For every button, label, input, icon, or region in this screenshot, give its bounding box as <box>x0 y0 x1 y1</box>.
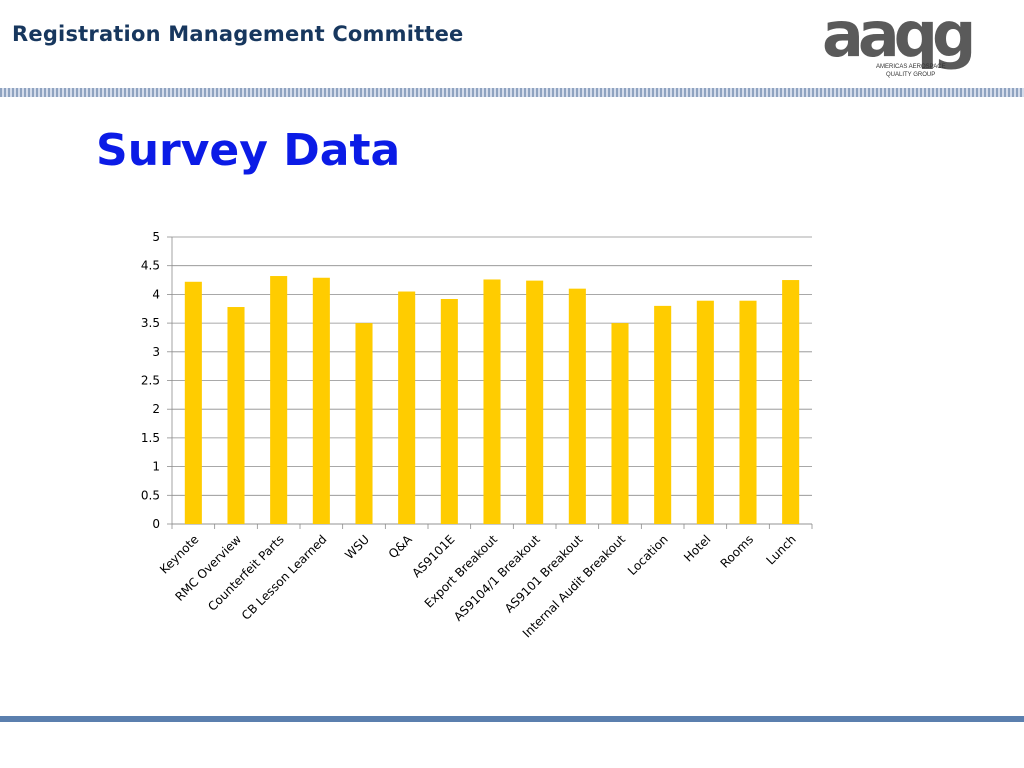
x-tick-label: Keynote <box>157 532 201 576</box>
x-tick-label: Location <box>625 532 671 578</box>
aaqg-logo: aaqg AMERICAS AEROSPACE QUALITY GROUP <box>822 6 978 78</box>
header-title: Registration Management Committee <box>12 22 464 46</box>
bar <box>739 300 757 524</box>
bar <box>184 281 202 524</box>
x-tick-label: CB Lesson Learned <box>239 532 330 623</box>
logo-line-1: AMERICAS AEROSPACE <box>876 64 946 70</box>
x-tick-label: Rooms <box>718 532 756 570</box>
x-tick-label: AS9101 Breakout <box>502 532 586 616</box>
x-tick-label: WSU <box>342 532 372 562</box>
header-divider <box>0 88 1024 97</box>
logo-line-2: QUALITY GROUP <box>886 72 935 78</box>
bar <box>568 288 586 524</box>
bar <box>526 280 544 524</box>
x-tick-label: Export Breakout <box>422 532 501 611</box>
bar <box>355 323 373 524</box>
x-tick-label: Hotel <box>681 532 713 564</box>
bar <box>782 280 800 524</box>
y-tick-label: 3 <box>152 345 160 359</box>
y-tick-label: 0.5 <box>141 488 160 502</box>
y-tick-label: 3.5 <box>141 316 160 330</box>
bar <box>270 276 288 524</box>
y-tick-label: 2 <box>152 402 160 416</box>
bar <box>654 305 672 524</box>
x-tick-label: Lunch <box>764 532 799 567</box>
footer-divider <box>0 716 1024 722</box>
bar <box>227 307 245 524</box>
y-tick-label: 4.5 <box>141 259 160 273</box>
bar <box>696 300 714 524</box>
x-tick-label: Counterfeit Parts <box>205 532 287 614</box>
bar <box>611 323 629 524</box>
y-tick-label: 5 <box>152 230 160 244</box>
y-tick-label: 2.5 <box>141 374 160 388</box>
bar <box>483 279 501 524</box>
x-tick-label: Q&A <box>386 532 416 562</box>
y-tick-label: 0 <box>152 517 160 531</box>
bar <box>312 277 330 524</box>
bar <box>398 291 416 524</box>
y-tick-label: 1.5 <box>141 431 160 445</box>
y-tick-label: 4 <box>152 287 160 301</box>
logo-letters: aaqg <box>822 6 972 71</box>
bar <box>440 298 458 524</box>
y-tick-label: 1 <box>152 460 160 474</box>
slide-title: Survey Data <box>96 125 401 176</box>
